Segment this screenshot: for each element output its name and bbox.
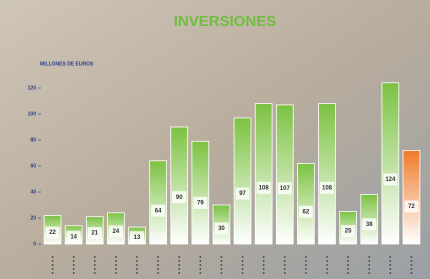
- bar: [382, 83, 399, 244]
- value-label: 107: [280, 186, 291, 192]
- bar: [255, 104, 272, 244]
- value-label: 14: [70, 234, 77, 240]
- bar: [171, 127, 188, 244]
- value-label: 24: [113, 229, 120, 235]
- bar: [234, 118, 251, 244]
- y-tick-label: 0: [33, 241, 36, 247]
- value-label: 79: [197, 200, 204, 206]
- value-label: 97: [239, 191, 246, 197]
- y-tick-label: 40: [30, 189, 36, 195]
- bar: [192, 141, 209, 244]
- y-tick-label: 100: [28, 111, 37, 117]
- value-label: 25: [345, 229, 352, 235]
- value-label: 21: [91, 231, 98, 237]
- value-label: 124: [385, 177, 396, 183]
- bar: [276, 105, 293, 244]
- y-tick-label: 20: [30, 215, 36, 221]
- chart: INVERSIONES MILLONES DE EUROS 0 20 40 60 80 1…: [0, 0, 430, 279]
- bar: [403, 150, 420, 244]
- bar: [319, 104, 336, 244]
- y-tick-label: 120: [28, 85, 37, 91]
- y-tick-label: 60: [30, 163, 36, 169]
- value-label: 13: [134, 235, 141, 241]
- value-label: 38: [366, 222, 373, 228]
- value-label: 62: [303, 209, 310, 215]
- chart-title: INVERSIONES: [174, 13, 277, 30]
- value-label: 64: [155, 208, 162, 214]
- value-label: 108: [322, 185, 333, 191]
- y-tick-label: 80: [30, 137, 36, 143]
- value-label: 90: [176, 195, 183, 201]
- bar: [150, 161, 167, 244]
- value-label: 108: [259, 185, 270, 191]
- value-label: 30: [218, 226, 225, 232]
- bar: [297, 163, 314, 244]
- chart-subtitle: MILLONES DE EUROS: [40, 61, 94, 67]
- value-label: 72: [408, 204, 415, 210]
- value-label: 22: [49, 230, 56, 236]
